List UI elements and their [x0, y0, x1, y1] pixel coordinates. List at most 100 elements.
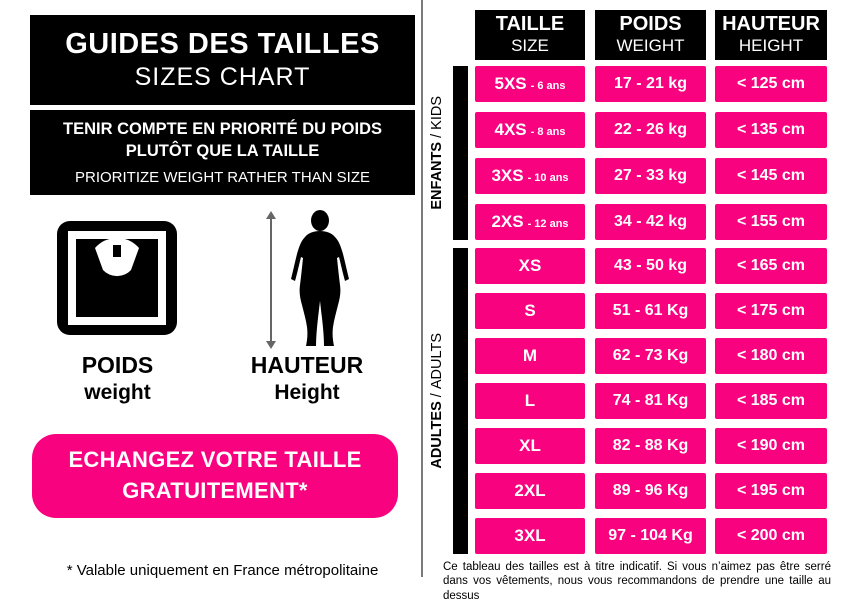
weight-cell: 34 - 42 kg	[595, 204, 706, 240]
height-cell: < 175 cm	[715, 293, 827, 329]
size-value: 4XS	[494, 120, 527, 139]
height-person-icon	[266, 210, 349, 349]
header-height-fr: HAUTEUR	[722, 13, 820, 36]
weight-cell: 51 - 61 Kg	[595, 293, 706, 329]
height-caption: HAUTEUR Height	[232, 352, 382, 406]
weight-cell: 62 - 73 Kg	[595, 338, 706, 374]
height-cell: < 180 cm	[715, 338, 827, 374]
size-cell: XS	[475, 248, 585, 284]
group-label-adults: ADULTES / ADULTS	[423, 248, 451, 554]
height-cell: < 185 cm	[715, 383, 827, 419]
kids-label-fr: ENFANTS	[429, 142, 445, 210]
size-value: XS	[518, 256, 542, 275]
table-header-row: TAILLE SIZE POIDS WEIGHT HAUTEUR HEIGHT	[475, 10, 827, 60]
exchange-line2: GRATUITEMENT*	[122, 478, 308, 503]
adults-label-en: ADULTS	[429, 333, 445, 390]
table-row: XL 82 - 88 Kg < 190 cm	[475, 428, 827, 464]
size-value: 3XS	[491, 166, 524, 185]
size-cell: 3XL	[475, 518, 585, 554]
size-cell: 2XL	[475, 473, 585, 509]
weight-cell: 82 - 88 Kg	[595, 428, 706, 464]
age-value: - 6 ans	[530, 79, 566, 92]
weight-cell: 17 - 21 kg	[595, 66, 706, 102]
notice-banner: TENIR COMPTE EN PRIORITÉ DU POIDS PLUTÔT…	[30, 110, 415, 195]
size-value: M	[522, 346, 538, 365]
kids-label-sep: /	[429, 130, 445, 143]
header-height-en: HEIGHT	[738, 36, 804, 56]
weight-scale-icon	[57, 221, 177, 335]
size-value: 5XS	[494, 74, 527, 93]
age-value: - 12 ans	[527, 217, 569, 230]
title-fr: GUIDES DES TAILLES	[65, 28, 380, 61]
height-cell: < 195 cm	[715, 473, 827, 509]
weight-caption-fr: POIDS	[81, 352, 154, 378]
notice-fr-line2: PLUTÔT QUE LA TAILLE	[125, 141, 320, 160]
table-row: 3XS - 10 ans 27 - 33 kg < 145 cm	[475, 158, 827, 194]
size-value: L	[524, 391, 536, 410]
size-cell: 3XS - 10 ans	[475, 158, 585, 194]
header-height: HAUTEUR HEIGHT	[715, 10, 827, 60]
weight-caption-en: weight	[84, 380, 151, 404]
size-cell: L	[475, 383, 585, 419]
weight-cell: 89 - 96 Kg	[595, 473, 706, 509]
notice-en: PRIORITIZE WEIGHT RATHER THAN SIZE	[74, 168, 371, 186]
weight-cell: 97 - 104 Kg	[595, 518, 706, 554]
table-row: L 74 - 81 Kg < 185 cm	[475, 383, 827, 419]
header-size: TAILLE SIZE	[475, 10, 585, 60]
size-value: XL	[519, 436, 541, 455]
weight-cell: 22 - 26 kg	[595, 112, 706, 148]
size-cell: XL	[475, 428, 585, 464]
adults-label-sep: /	[429, 389, 445, 402]
weight-cell: 43 - 50 kg	[595, 248, 706, 284]
table-row: S 51 - 61 Kg < 175 cm	[475, 293, 827, 329]
header-weight-fr: POIDS	[619, 13, 682, 36]
size-cell: S	[475, 293, 585, 329]
table-disclaimer: Ce tableau des tailles est à titre indic…	[443, 561, 831, 602]
height-caption-fr: HAUTEUR	[250, 352, 364, 378]
title-banner: GUIDES DES TAILLES SIZES CHART	[30, 15, 415, 105]
height-cell: < 165 cm	[715, 248, 827, 284]
height-cell: < 190 cm	[715, 428, 827, 464]
age-value: - 8 ans	[530, 125, 566, 138]
size-cell: 4XS - 8 ans	[475, 112, 585, 148]
adults-group-bar	[453, 248, 468, 554]
height-cell: < 135 cm	[715, 112, 827, 148]
table-row: 4XS - 8 ans 22 - 26 kg < 135 cm	[475, 112, 827, 148]
table-row: 2XS - 12 ans 34 - 42 kg < 155 cm	[475, 204, 827, 240]
header-size-fr: TAILLE	[495, 13, 565, 36]
header-weight-en: WEIGHT	[616, 36, 685, 56]
table-row: XS 43 - 50 kg < 165 cm	[475, 248, 827, 284]
header-weight: POIDS WEIGHT	[595, 10, 706, 60]
size-cell: M	[475, 338, 585, 374]
size-value: 2XL	[514, 481, 546, 500]
height-cell: < 125 cm	[715, 66, 827, 102]
kids-label-en: KIDS	[429, 96, 445, 131]
size-cell: 5XS - 6 ans	[475, 66, 585, 102]
header-size-en: SIZE	[511, 36, 549, 56]
weight-cell: 27 - 33 kg	[595, 158, 706, 194]
notice-fr-line1: TENIR COMPTE EN PRIORITÉ DU POIDS	[62, 120, 383, 139]
age-value: - 10 ans	[527, 171, 569, 184]
table-row: M 62 - 73 Kg < 180 cm	[475, 338, 827, 374]
size-cell: 2XS - 12 ans	[475, 204, 585, 240]
size-value: S	[524, 301, 536, 320]
kids-group-bar	[453, 66, 468, 240]
table-row: 2XL 89 - 96 Kg < 195 cm	[475, 473, 827, 509]
exchange-line1: ECHANGEZ VOTRE TAILLE	[68, 447, 362, 473]
height-cell: < 155 cm	[715, 204, 827, 240]
footnote: * Valable uniquement en France métropoli…	[66, 562, 379, 579]
height-caption-en: Height	[274, 380, 340, 404]
table-row: 5XS - 6 ans 17 - 21 kg < 125 cm	[475, 66, 827, 102]
height-cell: < 145 cm	[715, 158, 827, 194]
size-value: 2XS	[491, 212, 524, 231]
height-cell: < 200 cm	[715, 518, 827, 554]
adults-label-fr: ADULTES	[429, 401, 445, 469]
table-row: 3XL 97 - 104 Kg < 200 cm	[475, 518, 827, 554]
free-exchange-banner: ECHANGEZ VOTRE TAILLE GRATUITEMENT*	[32, 434, 398, 518]
vertical-divider	[421, 0, 423, 577]
weight-cell: 74 - 81 Kg	[595, 383, 706, 419]
group-label-kids: ENFANTS / KIDS	[423, 66, 451, 240]
size-value: 3XL	[514, 526, 546, 545]
title-en: SIZES CHART	[134, 62, 311, 91]
